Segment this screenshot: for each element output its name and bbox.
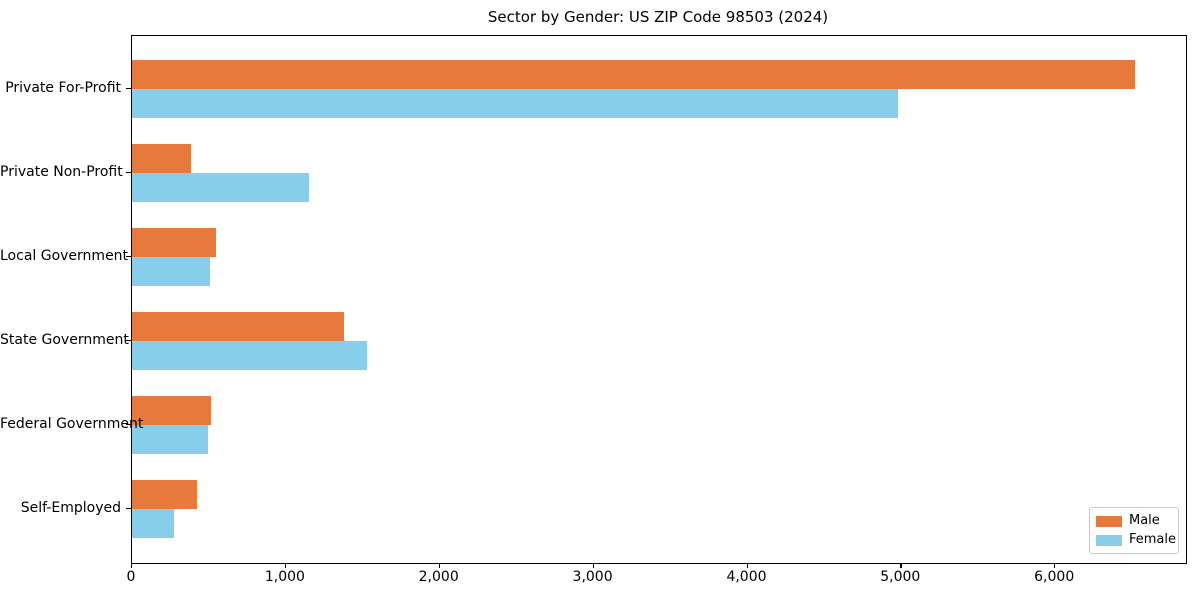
legend-label: Male: [1129, 513, 1160, 528]
y-tick-mark: [126, 340, 131, 342]
x-tick-label: 2,000: [418, 569, 459, 585]
y-tick-mark: [126, 88, 131, 90]
x-tick-label: 0: [126, 569, 136, 585]
y-tick-mark: [126, 172, 131, 174]
bar-female: [132, 509, 174, 538]
x-tick-mark: [1054, 563, 1056, 568]
y-tick-mark: [126, 424, 131, 426]
x-tick-mark: [131, 563, 133, 568]
bar-male: [132, 480, 197, 509]
bar-male: [132, 60, 1136, 89]
x-tick-label: 3,000: [572, 569, 613, 585]
category-label: Private Non-Profit: [0, 164, 123, 180]
x-tick-label: 1,000: [264, 569, 305, 585]
category-label: Federal Government: [0, 416, 144, 432]
bar-female: [132, 89, 899, 118]
bar-female: [132, 425, 209, 454]
legend-swatch-male: [1096, 515, 1122, 527]
bar-male: [132, 228, 216, 257]
category-label: Self-Employed: [20, 500, 121, 516]
legend-label: Female: [1129, 532, 1177, 547]
category-label: Private For-Profit: [5, 80, 121, 96]
legend-item-male: Male: [1096, 513, 1171, 529]
category-label: State Government: [0, 332, 129, 348]
bar-male: [132, 144, 192, 173]
bar-female: [132, 341, 367, 370]
category-label: Local Government: [0, 248, 129, 264]
legend-item-female: Female: [1096, 532, 1176, 548]
x-tick-label: 4,000: [726, 569, 767, 585]
chart-title: Sector by Gender: US ZIP Code 98503 (202…: [487, 8, 829, 26]
x-tick-mark: [900, 563, 902, 568]
x-tick-mark: [746, 563, 748, 568]
x-tick-mark: [284, 563, 287, 568]
x-tick-mark: [592, 563, 594, 568]
bar-female: [132, 173, 309, 202]
x-tick-label: 6,000: [1034, 569, 1075, 585]
bar-male: [132, 312, 344, 341]
x-tick-mark: [438, 563, 440, 568]
y-tick-mark: [126, 256, 131, 258]
bar-male: [132, 396, 212, 425]
bar-female: [132, 257, 210, 286]
plot-area: [131, 35, 1187, 564]
y-tick-mark: [126, 508, 131, 510]
x-tick-label: 5,000: [880, 569, 921, 585]
legend-swatch-female: [1096, 534, 1122, 546]
legend: Male Female: [1089, 507, 1179, 554]
